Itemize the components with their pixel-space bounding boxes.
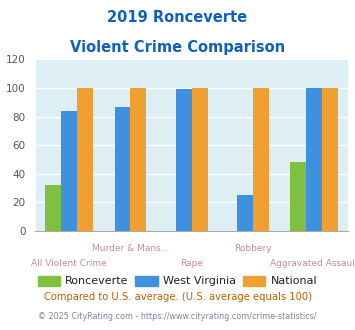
Text: Murder & Mans...: Murder & Mans... xyxy=(92,244,169,253)
Text: 2019 Ronceverte: 2019 Ronceverte xyxy=(108,10,247,25)
Bar xyxy=(192,88,208,231)
Text: Aggravated Assault: Aggravated Assault xyxy=(270,259,355,268)
Bar xyxy=(253,88,269,231)
Bar xyxy=(306,88,322,231)
Bar xyxy=(237,195,253,231)
Bar xyxy=(322,88,338,231)
Text: Violent Crime Comparison: Violent Crime Comparison xyxy=(70,40,285,54)
Bar xyxy=(77,88,93,231)
Bar xyxy=(290,162,306,231)
Bar xyxy=(130,88,146,231)
Bar xyxy=(115,107,130,231)
Legend: Ronceverte, West Virginia, National: Ronceverte, West Virginia, National xyxy=(33,271,322,291)
Bar xyxy=(61,111,77,231)
Bar xyxy=(45,185,61,231)
Text: Rape: Rape xyxy=(180,259,203,268)
Text: Compared to U.S. average. (U.S. average equals 100): Compared to U.S. average. (U.S. average … xyxy=(44,292,311,302)
Text: © 2025 CityRating.com - https://www.cityrating.com/crime-statistics/: © 2025 CityRating.com - https://www.city… xyxy=(38,312,317,321)
Text: Robbery: Robbery xyxy=(234,244,272,253)
Bar xyxy=(176,89,192,231)
Text: All Violent Crime: All Violent Crime xyxy=(31,259,107,268)
